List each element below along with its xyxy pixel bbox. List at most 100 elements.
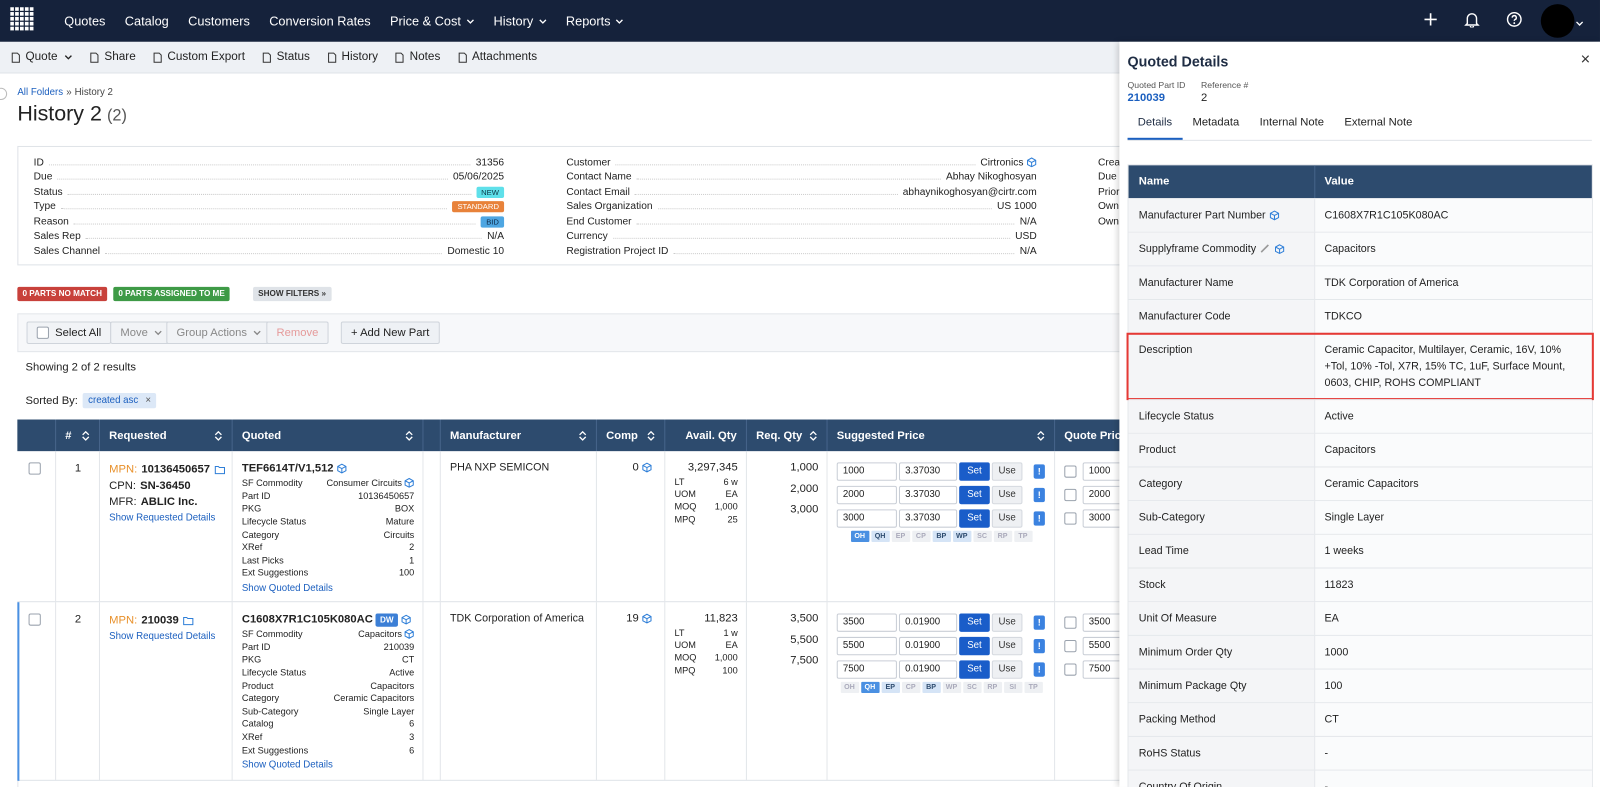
sort-remove[interactable]: ×	[145, 395, 152, 407]
row-checkbox[interactable]	[28, 613, 41, 626]
set-button[interactable]: Set	[959, 461, 990, 481]
sort-icon	[82, 430, 90, 441]
source-tag[interactable]: SC	[962, 681, 982, 694]
use-button[interactable]: Use	[991, 461, 1023, 481]
logo[interactable]	[10, 7, 34, 31]
checkbox[interactable]	[1064, 488, 1077, 501]
price-input[interactable]: 3.37030	[898, 461, 958, 481]
toolbar-item[interactable]: Custom Export	[152, 51, 245, 63]
checkbox[interactable]	[1064, 511, 1077, 525]
add-part-button[interactable]: + Add New Part	[340, 321, 440, 344]
source-tag[interactable]: TP	[1013, 530, 1033, 542]
quote-price-input[interactable]: 3000	[1082, 508, 1129, 528]
breadcrumb-link[interactable]: All Folders	[17, 86, 64, 98]
use-button[interactable]: Use	[991, 485, 1023, 504]
quoted-link[interactable]: Show Quoted Details	[241, 759, 333, 771]
set-button[interactable]: Set	[959, 659, 990, 679]
quoted-link[interactable]: Show Quoted Details	[241, 582, 333, 594]
toolbar-item[interactable]: Share	[89, 51, 136, 63]
qty-input[interactable]: 7500	[836, 659, 897, 679]
alert-button[interactable]: !	[1033, 510, 1045, 526]
toolbar-item[interactable]: Attachments	[457, 51, 537, 63]
set-button[interactable]: Set	[959, 508, 990, 528]
set-button[interactable]: Set	[959, 612, 990, 632]
source-tag[interactable]: BP	[921, 681, 941, 694]
tab[interactable]: Internal Note	[1259, 116, 1324, 129]
toolbar-item[interactable]: Status	[261, 51, 310, 63]
row-checkbox[interactable]	[28, 462, 41, 475]
tab[interactable]: Details	[1127, 112, 1183, 140]
source-tag[interactable]: WP	[942, 681, 961, 694]
quote-price-input[interactable]: 7500	[1082, 659, 1129, 679]
checkbox[interactable]	[1064, 615, 1077, 629]
use-button[interactable]: Use	[991, 659, 1023, 679]
source-tag[interactable]: OH	[840, 681, 859, 694]
source-tag[interactable]: EP	[881, 681, 900, 694]
source-tag[interactable]: EP	[891, 530, 910, 542]
qty-input[interactable]: 5500	[836, 636, 897, 655]
field-value[interactable]: 210039	[1127, 91, 1166, 105]
alert-button[interactable]: !	[1033, 463, 1045, 479]
filter-badge[interactable]: SHOW FILTERS »	[253, 286, 332, 302]
requested-link[interactable]: Show Requested Details	[109, 512, 216, 524]
use-button[interactable]: Use	[991, 508, 1023, 528]
folder-icon	[183, 615, 194, 626]
requested-link[interactable]: Show Requested Details	[109, 630, 216, 643]
set-button[interactable]: Set	[959, 636, 990, 655]
qty-input[interactable]: 2000	[836, 485, 897, 504]
qty-input[interactable]: 1000	[836, 461, 897, 481]
avatar[interactable]	[1540, 4, 1575, 38]
filter-badge[interactable]: 0 PARTS ASSIGNED TO ME	[113, 286, 230, 302]
set-button[interactable]: Set	[959, 485, 990, 504]
checkbox[interactable]	[1064, 464, 1077, 478]
notifications[interactable]	[1464, 11, 1480, 29]
tab[interactable]: External Note	[1344, 116, 1413, 129]
alert-button[interactable]: !	[1033, 638, 1045, 653]
source-tag[interactable]: SC	[972, 530, 992, 542]
nav-item[interactable]: Quotes	[64, 14, 105, 28]
toolbar-item[interactable]: History	[326, 51, 378, 63]
alert-button[interactable]: !	[1033, 487, 1045, 502]
alert-button[interactable]: !	[1033, 614, 1045, 630]
filter-badge[interactable]: 0 PARTS NO MATCH	[17, 286, 108, 302]
source-tag[interactable]: WP	[952, 530, 971, 542]
nav-item[interactable]: History	[494, 14, 547, 28]
select-all[interactable]: Select All	[26, 321, 112, 344]
price-input[interactable]: 3.37030	[898, 485, 958, 504]
qty-input[interactable]: 3000	[836, 508, 897, 528]
use-button[interactable]: Use	[991, 612, 1023, 632]
alert-button[interactable]: !	[1033, 661, 1045, 677]
source-tag[interactable]: TP	[1023, 681, 1043, 694]
price-input[interactable]: 0.01900	[898, 659, 958, 679]
source-tag[interactable]: SI	[1003, 681, 1022, 694]
price-input[interactable]: 0.01900	[898, 636, 958, 655]
help[interactable]	[1506, 11, 1522, 27]
checkbox[interactable]	[1064, 662, 1077, 676]
move-button[interactable]: Move	[110, 321, 173, 344]
qty-input[interactable]: 3500	[836, 612, 897, 632]
source-tag[interactable]: RP	[983, 681, 1002, 694]
nav-item[interactable]: Customers	[188, 14, 250, 28]
source-tag[interactable]: CP	[911, 530, 931, 542]
add-button[interactable]	[1423, 12, 1437, 26]
price-input[interactable]: 0.01900	[898, 612, 958, 632]
toolbar-item[interactable]: Quote	[10, 51, 73, 63]
source-tag[interactable]: OH	[850, 530, 869, 542]
source-tag[interactable]: QH	[860, 681, 880, 694]
panel-close[interactable]: ×	[1580, 51, 1591, 69]
tab[interactable]: Metadata	[1192, 116, 1240, 129]
price-input[interactable]: 3.37030	[898, 508, 958, 528]
nav-item[interactable]: Price & Cost	[390, 14, 474, 28]
source-tag[interactable]: CP	[901, 681, 920, 694]
source-tag[interactable]: RP	[993, 530, 1012, 542]
group-actions[interactable]: Group Actions	[166, 321, 272, 344]
remove-button[interactable]: Remove	[266, 321, 329, 344]
nav-item[interactable]: Conversion Rates	[269, 14, 370, 28]
toolbar-item[interactable]: Notes	[394, 51, 440, 63]
nav-item[interactable]: Catalog	[125, 14, 169, 28]
checkbox[interactable]	[1064, 639, 1077, 652]
source-tag[interactable]: BP	[932, 530, 951, 542]
source-tag[interactable]: QH	[870, 530, 890, 542]
nav-item[interactable]: Reports	[566, 14, 624, 28]
use-button[interactable]: Use	[991, 636, 1023, 655]
